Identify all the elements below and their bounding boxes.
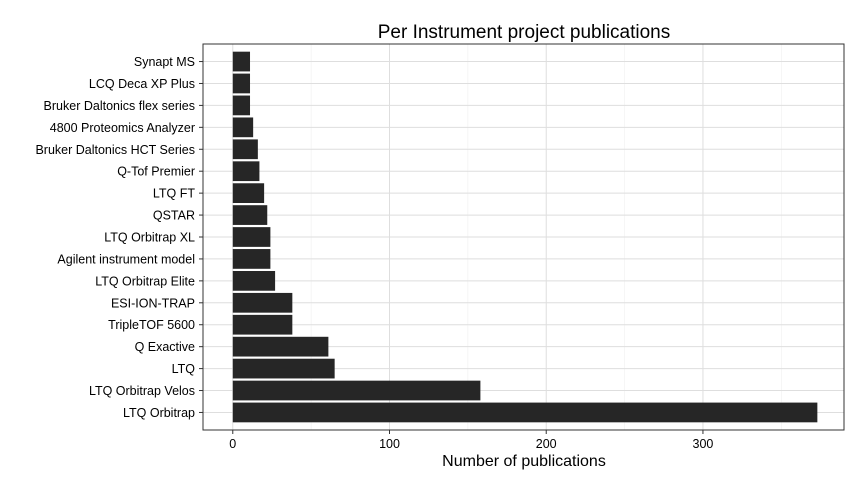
bar [232, 73, 251, 94]
bars [232, 51, 818, 423]
x-tick-label: 300 [693, 437, 714, 451]
y-tick-label: Q Exactive [135, 340, 195, 354]
bar [232, 183, 265, 204]
bar [232, 51, 251, 72]
bar [232, 314, 293, 335]
y-axis-tick-labels: Synapt MS LCQ Deca XP Plus Bruker Daltonic… [35, 55, 203, 420]
bar [232, 161, 260, 182]
chart-title: Per Instrument project publications [378, 22, 671, 43]
y-tick-label: Bruker Daltonics flex series [44, 99, 195, 113]
y-tick-label: Bruker Daltonics HCT Series [35, 143, 195, 157]
x-axis-label: Number of publications [442, 453, 606, 470]
y-tick-label: LTQ Orbitrap Velos [89, 384, 195, 398]
x-tick-label: 200 [536, 437, 557, 451]
bar [232, 380, 481, 401]
y-tick-label: LTQ [172, 362, 196, 376]
y-tick-label: ESI-ION-TRAP [111, 296, 195, 310]
bar [232, 358, 335, 379]
y-tick-label: TripleTOF 5600 [108, 318, 195, 332]
x-tick-label: 100 [379, 437, 400, 451]
y-tick-label: LTQ FT [153, 187, 195, 201]
bar [232, 270, 276, 291]
bar [232, 402, 818, 423]
y-tick-label: LTQ Orbitrap Elite [95, 274, 195, 288]
y-tick-label: LTQ Orbitrap XL [104, 231, 195, 245]
bar [232, 95, 251, 116]
y-tick-label: 4800 Proteomics Analyzer [50, 121, 195, 135]
y-tick-label: Synapt MS [134, 55, 195, 69]
bar [232, 205, 268, 225]
x-axis-ticks: 0 100 200 300 [229, 430, 713, 451]
y-tick-label: Agilent instrument model [57, 252, 195, 266]
bar [232, 249, 271, 269]
bar [232, 292, 293, 313]
bar [232, 139, 258, 160]
x-tick-label: 0 [229, 437, 236, 451]
y-tick-label: LTQ Orbitrap [123, 406, 195, 420]
y-tick-label: LCQ Deca XP Plus [89, 77, 195, 91]
bar [232, 227, 271, 247]
y-tick-label: QSTAR [153, 209, 195, 223]
bar [232, 336, 329, 357]
y-tick-label: Q-Tof Premier [117, 165, 195, 179]
bar [232, 117, 254, 138]
